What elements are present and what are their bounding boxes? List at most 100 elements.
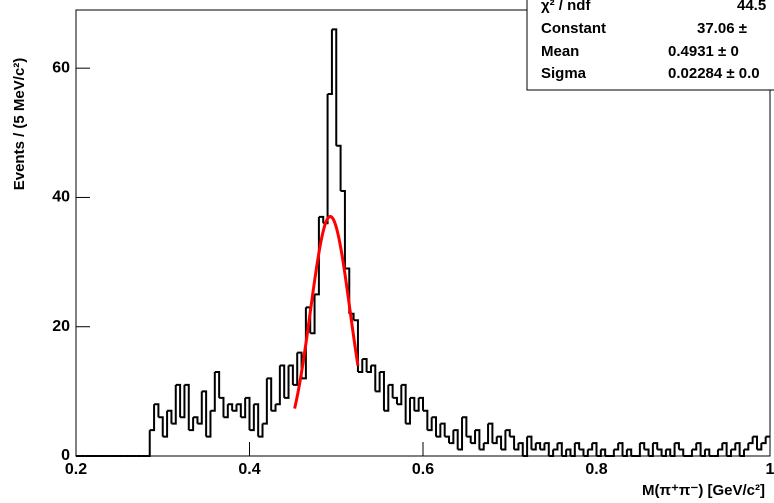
histogram-bin: [431, 416, 438, 437]
histogram-bin: [453, 429, 459, 450]
histogram-bin: [752, 435, 758, 450]
histogram-bin: [574, 442, 581, 450]
y-tick-label: 60: [52, 59, 70, 76]
histogram-bin: [440, 422, 446, 437]
histogram-bin: [661, 449, 667, 457]
histogram-bin: [739, 449, 745, 457]
histogram-bin: [370, 364, 377, 392]
histogram-bin: [414, 397, 420, 412]
histogram-bin: [279, 364, 286, 398]
histogram-bin: [592, 442, 598, 456]
stats-value: 37.06 ±: [697, 20, 747, 37]
histogram-bin: [596, 449, 602, 457]
y-axis-title: Events / (5 MeV/c²): [11, 58, 28, 191]
histogram-bin: [375, 371, 381, 393]
histogram-bin: [561, 449, 568, 457]
histogram-bin: [514, 443, 520, 451]
histogram-bin: [748, 436, 754, 445]
histogram-bin: [618, 442, 624, 456]
histogram-bin: [462, 416, 468, 437]
histogram-bin: [726, 449, 732, 457]
histogram-bin: [188, 417, 195, 432]
histogram-bin: [340, 189, 346, 269]
histogram-bin: [470, 430, 477, 445]
histogram-bin: [522, 436, 529, 457]
histogram-bin: [258, 423, 264, 438]
histogram-bin: [219, 396, 225, 418]
histogram-bin: [717, 443, 724, 451]
histogram-bin: [600, 448, 607, 456]
histogram-bin: [331, 28, 338, 146]
stats-value: 0.4931 ± 0: [668, 43, 739, 60]
histogram-bin: [518, 442, 524, 456]
histogram-bin: [357, 359, 364, 373]
histogram-bin: [266, 377, 273, 411]
histogram-bin: [761, 436, 767, 445]
histogram-bin: [553, 443, 559, 451]
fit-curve: [293, 214, 360, 409]
histogram-bin: [310, 294, 316, 335]
histogram-bin: [249, 404, 255, 432]
histogram-bin: [622, 449, 628, 457]
histogram-bin: [158, 416, 164, 437]
histogram-bin: [175, 383, 182, 418]
histogram-bin: [488, 422, 494, 444]
histogram-bin: [206, 410, 212, 438]
histogram-bin: [214, 370, 221, 398]
histogram-bin: [713, 449, 719, 457]
histogram-bin: [366, 365, 372, 373]
histogram-bin: [336, 144, 342, 191]
histogram-bin: [288, 364, 294, 385]
stats-value: 44.5: [737, 0, 766, 14]
histogram-bin: [613, 443, 620, 451]
y-tick-label: 40: [52, 189, 70, 206]
histogram-bin: [353, 319, 359, 372]
histogram-bin: [392, 396, 398, 405]
histogram-bin: [227, 403, 234, 411]
histogram-bin: [210, 371, 216, 412]
histogram-bin: [396, 384, 403, 406]
histogram-bin: [201, 390, 208, 437]
histogram-bin: [449, 430, 455, 445]
histogram-bin: [648, 443, 654, 457]
stats-label: Constant: [541, 20, 606, 37]
histogram-bin: [327, 29, 333, 96]
histogram-bin: [501, 430, 507, 451]
histogram-bin: [409, 396, 416, 411]
histogram-bin: [301, 307, 307, 380]
histogram-bin: [540, 443, 546, 451]
histogram-bin: [652, 442, 659, 450]
histogram-bin: [492, 436, 498, 445]
histogram-bin: [145, 430, 151, 457]
histogram-bin: [292, 352, 299, 386]
y-tick-label: 0: [61, 447, 70, 464]
x-tick-label: 0.8: [585, 461, 607, 478]
histogram-bin: [635, 443, 641, 457]
histogram-bin: [704, 448, 711, 456]
histogram-bin: [184, 383, 190, 431]
histogram-bin: [405, 397, 411, 425]
stats-box: [526, 0, 774, 91]
histogram-bin: [223, 404, 229, 419]
histogram-bin: [657, 448, 663, 456]
y-tick-label: 20: [52, 318, 70, 335]
histogram-bin: [162, 410, 169, 438]
x-tick-label: 0.6: [412, 461, 434, 478]
histogram-bin: [700, 449, 706, 457]
histogram-bin: [587, 443, 594, 451]
histogram-bin: [730, 443, 737, 451]
histogram-bin: [583, 449, 589, 457]
histogram-bin: [687, 449, 693, 457]
histogram-bin: [318, 215, 325, 224]
histogram-bin: [275, 365, 281, 406]
histogram-bin: [691, 443, 698, 451]
histogram-bin: [379, 370, 385, 411]
x-axis-title: M(π⁺π⁻) [GeV/c²]: [642, 482, 765, 499]
histogram-bin: [466, 435, 472, 444]
histogram-bin: [756, 443, 763, 451]
histogram-bin: [548, 449, 555, 457]
histogram-bin: [609, 449, 615, 457]
histogram-bin: [674, 442, 680, 450]
x-tick-label: 1: [766, 461, 774, 478]
